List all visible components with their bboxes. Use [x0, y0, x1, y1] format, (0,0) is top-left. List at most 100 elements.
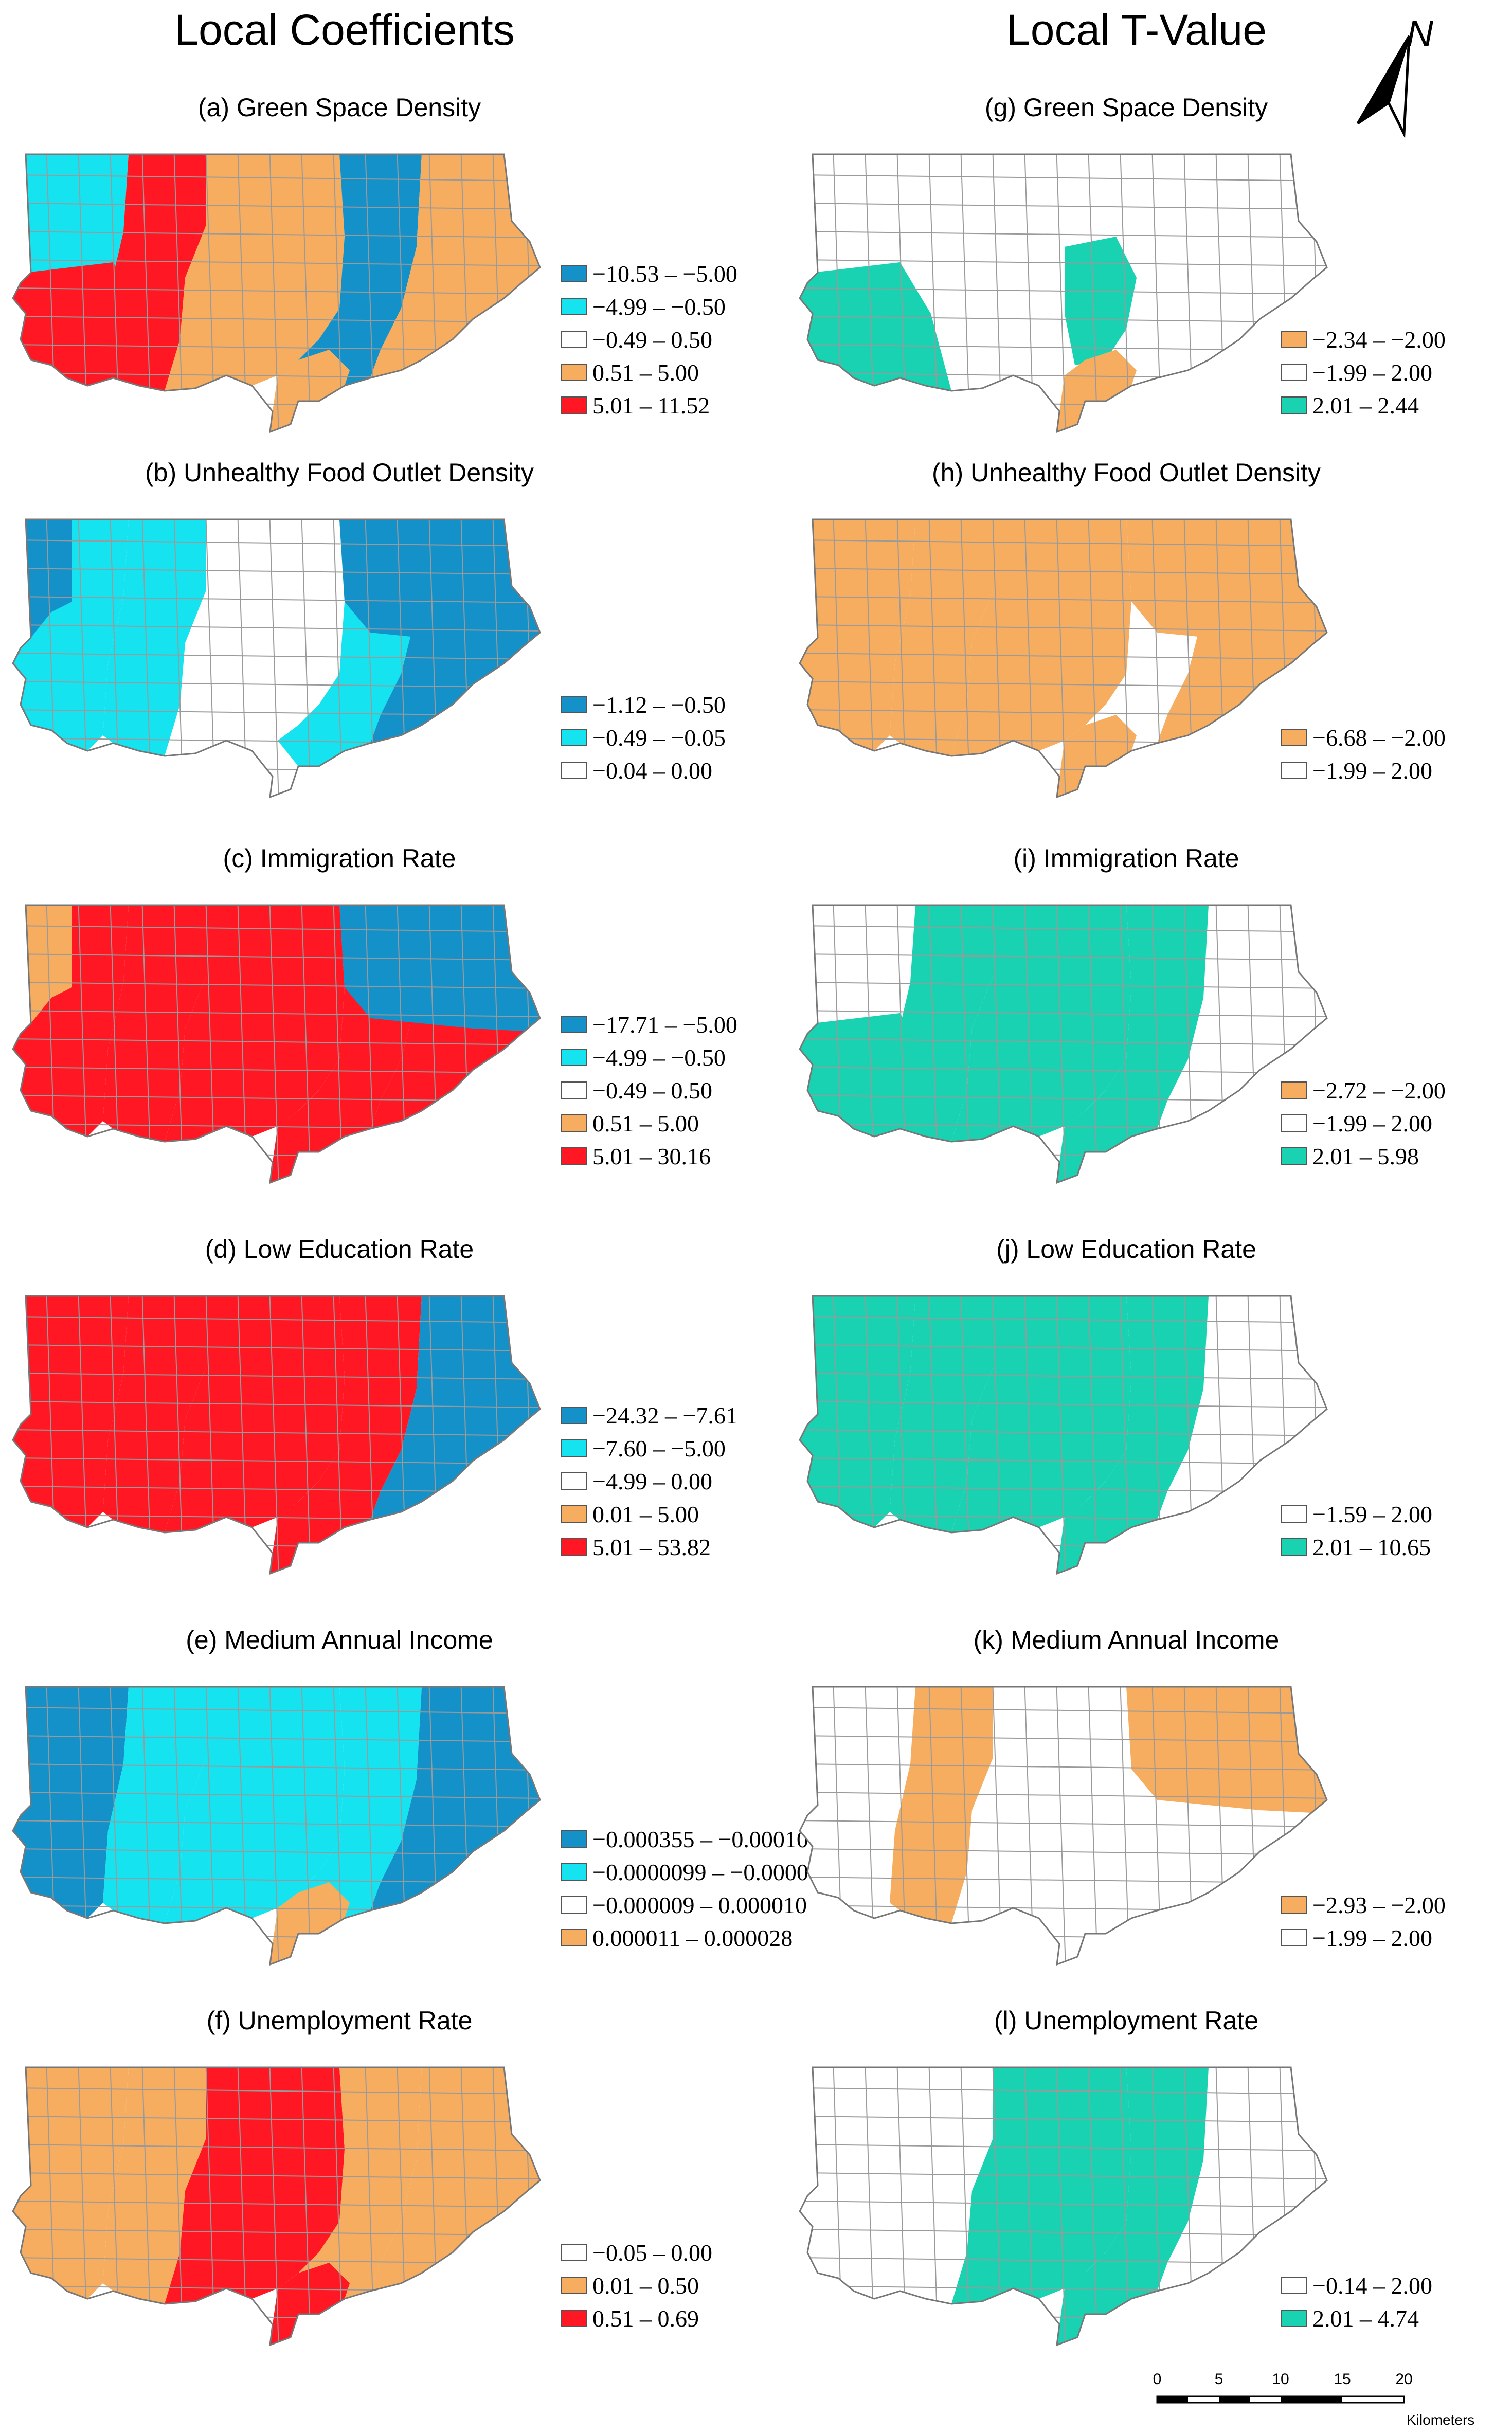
legend-g: −2.34 – −2.00 −1.99 – 2.00 2.01 – 2.44 [1281, 323, 1446, 422]
boundary-line [1088, 905, 1098, 1183]
north-label: N [1407, 13, 1433, 55]
legend-swatch [1281, 762, 1307, 779]
map-k [799, 1686, 1328, 1966]
legend-label: 0.51 – 5.00 [592, 1110, 699, 1137]
legend-swatch [1281, 1929, 1307, 1946]
legend-swatch [561, 1929, 587, 1946]
right-column-title: Local T-Value [1006, 6, 1267, 54]
boundary-line [800, 1038, 1327, 1045]
boundary-line [800, 1848, 1327, 1855]
boundary-line [800, 429, 1327, 432]
map-f [12, 2066, 541, 2347]
boundary-line [13, 1067, 540, 1074]
boundary-line [524, 1296, 534, 1574]
boundary-line [13, 953, 540, 961]
legend-item: −1.12 – −0.50 [561, 688, 726, 721]
region-center [165, 905, 345, 1142]
boundary-line [13, 624, 540, 632]
region-downtown [270, 1491, 350, 1574]
region-neast [339, 519, 540, 645]
boundary-line [301, 154, 311, 432]
map-border [12, 518, 541, 799]
region-ecenter [1065, 2067, 1209, 2314]
legend-item: 2.01 – 10.65 [1281, 1530, 1432, 1563]
legend-swatch [561, 696, 587, 713]
region-center [165, 1296, 345, 1532]
boundary-line [800, 203, 1327, 210]
legend-item: 0.51 – 5.00 [561, 356, 737, 389]
scale-tick-label: 10 [1272, 2371, 1289, 2388]
legend-label: −1.12 – −0.50 [592, 691, 726, 718]
scale-tick-label: 20 [1395, 2371, 1413, 2388]
scale-tick-label: 0 [1153, 2371, 1162, 2388]
map-i [799, 904, 1328, 1184]
boundary-line [800, 2229, 1327, 2236]
legend-label: −24.32 – −7.61 [592, 1402, 737, 1429]
boundary-line [800, 596, 1327, 603]
legend-swatch [1281, 331, 1307, 348]
legend-label: −1.99 – 2.00 [1312, 1110, 1432, 1137]
boundary-line [1088, 154, 1098, 432]
boundary-line [13, 1429, 540, 1436]
legend-item: −2.93 – −2.00 [1281, 1888, 1446, 1921]
boundary-line [524, 519, 534, 797]
boundary-line [13, 568, 540, 575]
boundary-line [173, 154, 184, 432]
boundary-line [800, 653, 1327, 660]
boundary-line [524, 2067, 534, 2345]
panel-title-a: (a) Green Space Density [197, 93, 481, 122]
legend-label: 5.01 – 53.82 [592, 1534, 711, 1560]
boundary-line [800, 982, 1327, 989]
region-east [370, 1296, 540, 1520]
boundary-line [960, 1296, 970, 1574]
boundary-line [800, 681, 1327, 688]
boundary-line [800, 2116, 1327, 2123]
boundary-line [13, 1961, 540, 1964]
legend-label: 2.01 – 2.44 [1312, 392, 1419, 419]
map-border [799, 518, 1328, 799]
legend-swatch [1281, 1896, 1307, 1914]
region-west [13, 2067, 129, 2299]
map-border [799, 1686, 1328, 1966]
boundary-line [960, 154, 970, 432]
legend-label: 2.01 – 5.98 [1312, 1143, 1419, 1169]
legend-label: −2.93 – −2.00 [1312, 1891, 1446, 1918]
legend-swatch [561, 1896, 587, 1914]
boundary-line [800, 1429, 1327, 1436]
boundary-line [13, 1707, 540, 1714]
scale-bar [1156, 2395, 1405, 2404]
boundary-line [800, 1961, 1327, 1964]
boundary-line [13, 1401, 540, 1408]
legend-swatch [561, 2277, 587, 2294]
boundary-line [800, 1344, 1327, 1351]
boundary-line [800, 231, 1327, 238]
boundary-line [1088, 1687, 1098, 1964]
legend-item: −0.49 – 0.50 [561, 323, 737, 356]
legend-label: 2.01 – 10.65 [1312, 1534, 1431, 1560]
scale-bar-unit: Kilometers [1407, 2412, 1475, 2428]
scale-tick-label: 5 [1214, 2371, 1223, 2388]
boundary-line [960, 519, 970, 797]
boundary-line [1088, 1296, 1098, 1574]
boundary-line [800, 1180, 1327, 1183]
boundary-line [800, 316, 1327, 323]
legend-swatch [1281, 1505, 1307, 1523]
boundary-line [13, 982, 540, 989]
legend-item: −4.99 – −0.50 [561, 290, 737, 323]
boundary-line [13, 596, 540, 603]
legend-item: −4.99 – −0.50 [561, 1041, 737, 1074]
legend-swatch [561, 1114, 587, 1132]
legend-item: −1.99 – 2.00 [1281, 356, 1446, 389]
boundary-line [800, 1792, 1327, 1799]
legend-swatch [1281, 396, 1307, 414]
boundary-line [960, 905, 970, 1183]
legend-swatch [561, 2310, 587, 2327]
boundary-line [800, 287, 1327, 295]
boundary-line [13, 287, 540, 295]
legend-item: −4.99 – 0.00 [561, 1465, 737, 1498]
legend-item: 2.01 – 5.98 [1281, 1140, 1446, 1173]
legend-swatch [561, 331, 587, 348]
legend-item: 0.01 – 5.00 [561, 1498, 737, 1530]
panel-title-j: (j) Low Education Rate [996, 1235, 1256, 1264]
panel-title-f: (f) Unemployment Rate [206, 2006, 473, 2035]
